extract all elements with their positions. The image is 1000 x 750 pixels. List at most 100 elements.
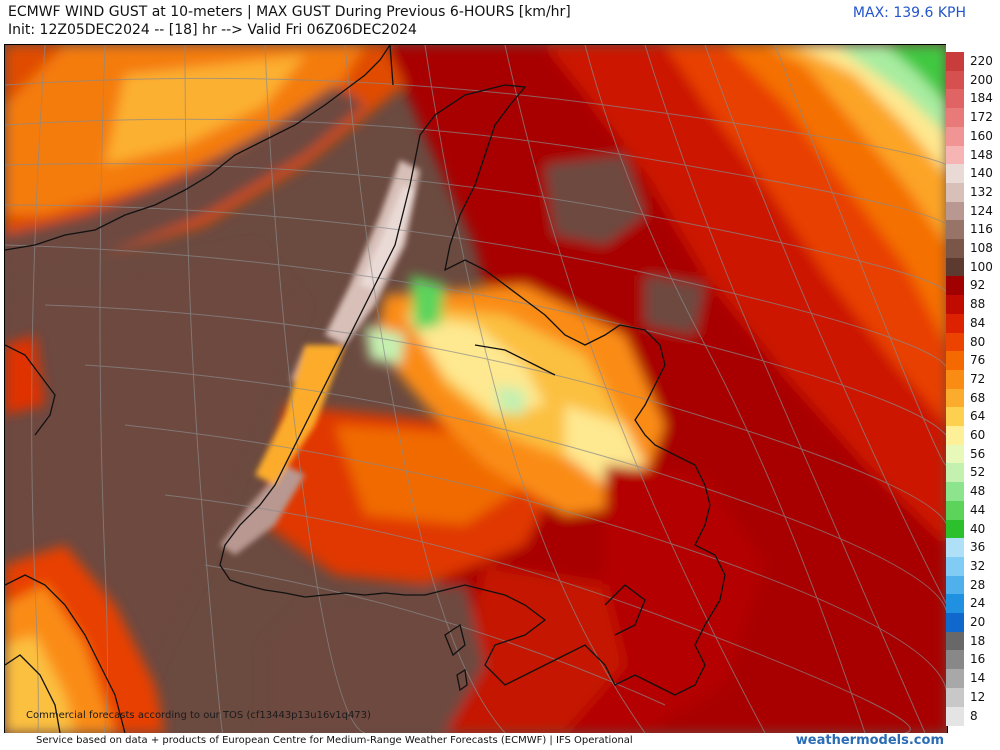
- legend-swatch: [946, 276, 964, 296]
- legend-label: 20: [970, 615, 986, 629]
- legend-swatch: [946, 556, 964, 576]
- legend-swatch: [946, 70, 964, 90]
- legend-item: 72: [946, 369, 1000, 389]
- legend-item: 100: [946, 257, 1000, 277]
- legend-item: 76: [946, 351, 1000, 371]
- legend-swatch: [946, 295, 964, 315]
- legend-item: 116: [946, 220, 1000, 240]
- legend-label: 100: [970, 259, 993, 274]
- legend-swatch: [946, 164, 964, 184]
- legend-label: 60: [970, 428, 986, 442]
- legend-item: 68: [946, 388, 1000, 408]
- legend-item: 24: [946, 594, 1000, 614]
- legend-label: 80: [970, 334, 986, 349]
- legend-item: 220: [946, 52, 1000, 71]
- legend-item: 84: [946, 313, 1000, 333]
- legend-swatch: [946, 239, 964, 258]
- legend-label: 18: [970, 633, 986, 648]
- legend-swatch: [946, 201, 964, 221]
- legend-swatch: [946, 52, 964, 71]
- gust-shading: [5, 45, 947, 733]
- coastlines: [5, 45, 726, 733]
- legend-label: 14: [970, 671, 986, 686]
- legend-label: 48: [970, 484, 986, 499]
- legend-swatch: [946, 631, 964, 651]
- legend-label: 64: [970, 409, 986, 424]
- legend-label: 84: [970, 315, 986, 330]
- legend-swatch: [946, 182, 964, 202]
- legend-label: 8: [970, 708, 978, 723]
- legend-label: 72: [970, 371, 986, 386]
- legend-label: 28: [970, 577, 986, 592]
- legend-swatch: [946, 351, 964, 371]
- legend-label: 24: [970, 596, 986, 611]
- legend-label: 220: [970, 54, 993, 68]
- legend-item: 140: [946, 164, 1000, 184]
- legend-item: 200: [946, 70, 1000, 90]
- legend-item: 16: [946, 650, 1000, 670]
- legend-swatch: [946, 126, 964, 146]
- legend-item: 56: [946, 444, 1000, 464]
- legend-item: 184: [946, 89, 1000, 109]
- legend-item: 80: [946, 332, 1000, 352]
- init-valid-time: Init: 12Z05DEC2024 -- [18] hr --> Valid …: [8, 22, 417, 38]
- legend-item: 172: [946, 108, 1000, 128]
- color-legend: 220 200 184 172 160 148 140 132 124 116 108 100 92 88…: [946, 44, 1000, 726]
- legend-swatch: [946, 444, 964, 464]
- legend-label: 124: [970, 203, 993, 218]
- legend-swatch: [946, 257, 964, 277]
- legend-swatch: [946, 613, 964, 632]
- legend-label: 52: [970, 465, 986, 480]
- legend-swatch: [946, 463, 964, 483]
- data-source-notice: Service based on data + products of Euro…: [36, 735, 633, 746]
- legend-item: 88: [946, 295, 1000, 315]
- legend-item: 12: [946, 687, 1000, 707]
- map-panel: [4, 44, 948, 734]
- legend-swatch: [946, 594, 964, 614]
- legend-item: 52: [946, 463, 1000, 483]
- legend-label: 76: [970, 353, 986, 368]
- wind-streamlines: [5, 45, 947, 733]
- legend-label: 184: [970, 91, 993, 106]
- legend-item: 92: [946, 276, 1000, 296]
- site-credit-link[interactable]: weathermodels.com: [795, 733, 944, 748]
- legend-label: 160: [970, 128, 993, 143]
- legend-label: 32: [970, 558, 986, 573]
- legend-swatch: [946, 313, 964, 333]
- legend-label: 68: [970, 390, 986, 405]
- legend-label: 44: [970, 502, 986, 517]
- legend-label: 148: [970, 147, 993, 162]
- legend-item: 8: [946, 706, 1000, 726]
- legend-swatch: [946, 369, 964, 389]
- legend-swatch: [946, 575, 964, 595]
- legend-swatch: [946, 407, 964, 427]
- max-gust-label: MAX: 139.6 KPH: [852, 5, 966, 21]
- legend-swatch: [946, 650, 964, 670]
- footer: Service based on data + products of Euro…: [0, 733, 1000, 750]
- legend-label: 40: [970, 521, 986, 536]
- header: ECMWF WIND GUST at 10-meters | MAX GUST …: [0, 0, 1000, 44]
- legend-item: 148: [946, 145, 1000, 165]
- legend-item: 48: [946, 482, 1000, 502]
- legend-swatch: [946, 482, 964, 502]
- legend-label: 12: [970, 689, 986, 704]
- legend-label: 36: [970, 540, 986, 555]
- legend-item: 132: [946, 182, 1000, 202]
- legend-item: 36: [946, 538, 1000, 558]
- legend-item: 64: [946, 407, 1000, 427]
- tos-notice: Commercial forecasts according to our TO…: [26, 710, 371, 721]
- legend-swatch: [946, 332, 964, 352]
- legend-swatch: [946, 89, 964, 109]
- legend-label: 140: [970, 166, 993, 181]
- legend-item: 28: [946, 575, 1000, 595]
- legend-item: 160: [946, 126, 1000, 146]
- legend-label: 108: [970, 241, 993, 255]
- legend-swatch: [946, 538, 964, 558]
- high-gust-streaks: [220, 160, 420, 555]
- legend-item: 40: [946, 519, 1000, 539]
- legend-label: 56: [970, 446, 986, 461]
- legend-swatch: [946, 220, 964, 240]
- legend-item: 108: [946, 239, 1000, 258]
- legend-item: 14: [946, 669, 1000, 689]
- legend-swatch: [946, 706, 964, 726]
